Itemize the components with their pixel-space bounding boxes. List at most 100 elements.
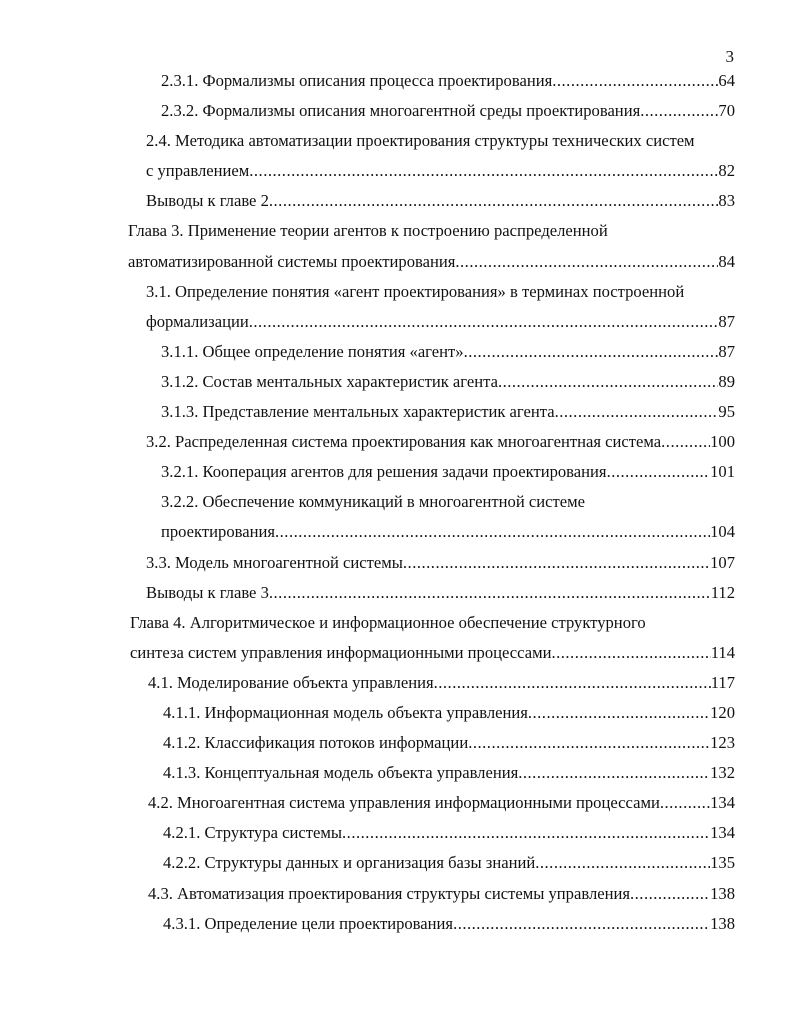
toc-entry-title: 3.1. Определение понятия «агент проектир… [146,281,685,301]
toc-line: 3.1.2. Состав ментальных характеристик а… [128,367,735,397]
toc-entry[interactable]: 2.3.2. Формализмы описания многоагентной… [128,96,735,126]
toc-entry-title: Выводы к главе 2 [146,191,269,211]
toc-entry-page: 135 [710,853,735,873]
toc-entry[interactable]: 3.1.2. Состав ментальных характеристик а… [128,367,735,397]
dot-leader [630,879,710,909]
toc-entry-title: 4.1. Моделирование объекта управления [148,672,434,692]
toc-entry[interactable]: 3.2. Распределенная система проектирован… [128,427,735,457]
dot-leader [269,578,711,608]
dot-leader [518,758,710,788]
dot-leader [555,397,719,427]
toc-entry[interactable]: 3.1.3. Представление ментальных характер… [128,397,735,427]
toc-entry[interactable]: 3.3. Модель многоагентной системы 107 [128,548,735,578]
dot-leader [468,728,710,758]
toc-line: Выводы к главе 3 112 [128,578,735,608]
toc-entry[interactable]: 4.2.1. Структура системы 134 [128,818,735,848]
toc-entry-page: 87 [718,341,735,361]
dot-leader [535,848,710,878]
toc-line: 4.1.3. Концептуальная модель объекта упр… [128,758,735,788]
toc-entry[interactable]: 3.1. Определение понятия «агент проектир… [128,277,735,337]
toc-entry-page: 107 [710,552,735,572]
toc-line: 4.3. Автоматизация проектирования структ… [128,879,735,909]
toc-entry[interactable]: Глава 4. Алгоритмическое и информационно… [128,608,735,668]
toc-entry-title: Глава 4. Алгоритмическое и информационно… [130,612,646,632]
toc-entry-title: 3.1.3. Представление ментальных характер… [161,402,555,422]
toc-entry[interactable]: 4.3.1. Определение цели проектирования 13… [128,909,735,939]
toc-entry-title: 2.4. Методика автоматизации проектирован… [146,131,695,151]
toc-entry-title: Глава 3. Применение теории агентов к пос… [128,221,608,241]
toc-line: с управлением 82 [128,156,735,186]
dot-leader [249,307,719,337]
toc-entry[interactable]: 4.1. Моделирование объекта управления 117 [128,668,735,698]
toc-entry[interactable]: 4.3. Автоматизация проектирования структ… [128,879,735,909]
dot-leader [528,698,710,728]
toc-entry-page: 89 [718,371,735,391]
toc-line: 3.1. Определение понятия «агент проектир… [128,277,735,307]
toc-entry-page: 114 [710,642,735,662]
dot-leader [552,66,718,96]
toc-entry[interactable]: 4.2.2. Структуры данных и организация ба… [128,848,735,878]
toc-entry-title: 4.1.3. Концептуальная модель объекта упр… [163,763,519,783]
toc-entry-page: 87 [718,311,735,331]
dot-leader [403,548,710,578]
toc-entry-title: 3.3. Модель многоагентной системы [146,552,403,572]
toc-line: 4.1.2. Классификация потоков информации 1… [128,728,735,758]
toc-line: автоматизированной системы проектировани… [128,247,735,277]
toc-line: 2.3.2. Формализмы описания многоагентной… [128,96,735,126]
toc-entry[interactable]: 3.1.1. Общее определение понятия «агент»… [128,337,735,367]
toc-entry-title: 3.1.1. Общее определение понятия «агент» [161,341,464,361]
toc-entry[interactable]: 4.1.2. Классификация потоков информации 1… [128,728,735,758]
toc-entry[interactable]: 2.4. Методика автоматизации проектирован… [128,126,735,186]
toc-entry-page: 123 [710,733,735,753]
dot-leader [660,788,710,818]
toc-line: 4.2.2. Структуры данных и организация ба… [128,848,735,878]
dot-leader [342,818,710,848]
dot-leader [269,186,719,216]
dot-leader [607,457,711,487]
toc-entry[interactable]: 3.2.1. Кооперация агентов для решения за… [128,457,735,487]
toc-entry[interactable]: 4.1.3. Концептуальная модель объекта упр… [128,758,735,788]
toc-entry-title: 4.3. Автоматизация проектирования структ… [148,883,630,903]
page-number: 3 [725,47,735,66]
toc-entry-title: Выводы к главе 3 [146,582,269,602]
toc-entry[interactable]: 4.2. Многоагентная система управления ин… [128,788,735,818]
dot-leader [640,96,718,126]
toc-entry-page: 64 [718,71,735,90]
toc-line: 4.1. Моделирование объекта управления 117 [128,668,735,698]
toc-entry-title: проектирования [161,522,275,542]
toc-line: 2.3.1. Формализмы описания процесса прое… [128,66,735,96]
toc-line: Глава 4. Алгоритмическое и информационно… [128,608,735,638]
toc-entry-title: 3.2.1. Кооперация агентов для решения за… [161,462,607,482]
toc-line: 3.3. Модель многоагентной системы 107 [128,548,735,578]
toc-line: синтеза систем управления информационным… [128,638,735,668]
toc-entry-page: 104 [710,522,735,542]
dot-leader [464,337,719,367]
toc-entry-title: 2.3.1. Формализмы описания процесса прое… [161,71,553,90]
toc-entry-page: 101 [710,462,735,482]
toc-line: проектирования 104 [128,517,735,547]
toc-entry[interactable]: Глава 3. Применение теории агентов к пос… [128,216,735,276]
toc-entry-page: 120 [710,702,735,722]
toc-entry-title: формализации [146,311,249,331]
dot-leader [661,427,710,457]
toc-entry-page: 84 [718,251,735,271]
toc-entry-page: 138 [710,913,735,933]
toc-entry[interactable]: 2.3.1. Формализмы описания процесса прое… [128,66,735,96]
toc-entry-page: 82 [718,161,735,181]
dot-leader [434,668,711,698]
toc-line: формализации 87 [128,307,735,337]
toc-entry[interactable]: Выводы к главе 3 112 [128,578,735,608]
toc-entry[interactable]: Выводы к главе 2 83 [128,186,735,216]
toc-entry-page: 95 [718,402,735,422]
toc-line: Выводы к главе 2 83 [128,186,735,216]
toc-entry[interactable]: 4.1.1. Информационная модель объекта упр… [128,698,735,728]
toc-entry-page: 134 [710,823,735,843]
toc-entry-page: 83 [718,191,735,211]
toc-line: 4.2. Многоагентная система управления ин… [128,788,735,818]
toc-line: 4.2.1. Структура системы 134 [128,818,735,848]
toc-entry[interactable]: 3.2.2. Обеспечение коммуникаций в многоа… [128,487,735,547]
toc-entry-page: 70 [718,101,735,121]
toc-entry-title: 4.1.2. Классификация потоков информации [163,733,469,753]
toc-entry-title: 4.1.1. Информационная модель объекта упр… [163,702,528,722]
dot-leader [498,367,718,397]
